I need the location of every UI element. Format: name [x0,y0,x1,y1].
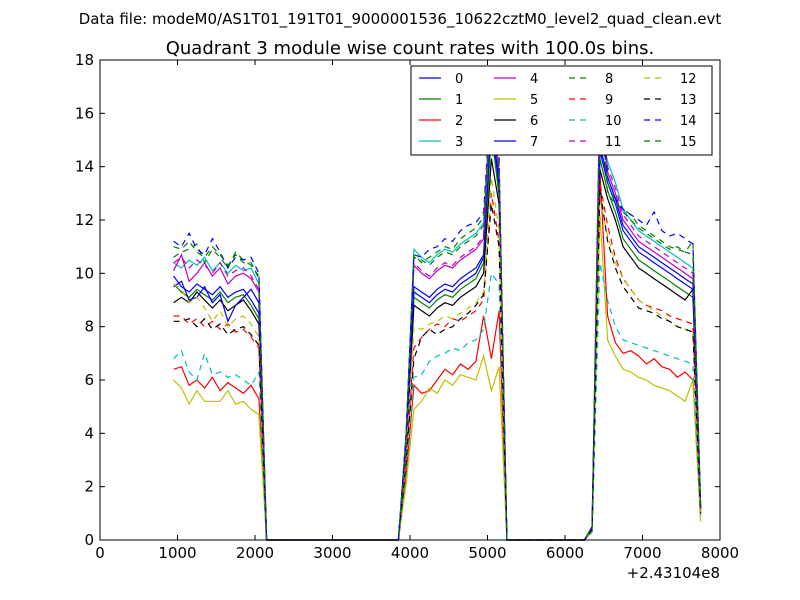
y-tick-label: 6 [84,371,94,389]
series-line-5 [173,214,702,541]
legend-label-5: 5 [530,93,538,108]
legend-label-8: 8 [605,72,613,87]
y-tick-label: 10 [75,264,94,282]
legend-label-12: 12 [680,72,697,87]
y-tick-label: 16 [75,104,94,122]
series-line-13 [173,187,702,541]
legend-label-10: 10 [605,114,622,129]
x-tick-label: 0 [95,544,105,562]
legend-label-11: 11 [605,135,622,150]
x-tick-label: 3000 [313,544,351,562]
y-tick-label: 18 [75,51,94,69]
legend-label-6: 6 [530,114,538,129]
x-tick-label: 1000 [158,544,196,562]
y-tick-label: 4 [84,424,94,442]
legend-label-0: 0 [455,72,463,87]
legend-label-13: 13 [680,93,697,108]
legend-box [410,65,713,156]
series-layer [173,78,702,541]
x-tick-label: 7000 [623,544,661,562]
y-tick-label: 12 [75,211,94,229]
legend-label-2: 2 [455,114,463,129]
legend-label-15: 15 [680,135,697,150]
x-tick-label: 6000 [546,544,584,562]
legend-label-1: 1 [455,93,463,108]
y-tick-label: 8 [84,318,94,336]
y-tick-label: 0 [84,531,94,549]
legend-label-14: 14 [680,114,697,129]
x-tick-label: 5000 [468,544,506,562]
series-line-12 [173,177,702,541]
series-line-15 [173,94,702,541]
axis-layer: 0 1000 2000 3000 4000 5000 6000 7000 80000246810… [75,51,739,562]
series-line-8 [173,81,702,541]
y-tick-label: 2 [84,478,94,496]
series-line-2 [173,171,702,541]
series-line-14 [173,86,702,541]
chart-title: Quadrant 3 module wise count rates with … [166,38,655,59]
x-tick-label: 4000 [391,544,429,562]
x-tick-label: 8000 [701,544,739,562]
legend-label-7: 7 [530,135,538,150]
x-offset-label: +2.43104e8 [627,564,720,582]
legend-label-9: 9 [605,93,613,108]
y-tick-label: 14 [75,158,94,176]
legend-label-4: 4 [530,72,538,87]
x-tick-label: 2000 [236,544,274,562]
figure-suptitle: Data file: modeM0/AS1T01_191T01_90000015… [79,10,722,29]
legend-label-3: 3 [455,135,463,150]
series-line-10 [173,262,702,541]
